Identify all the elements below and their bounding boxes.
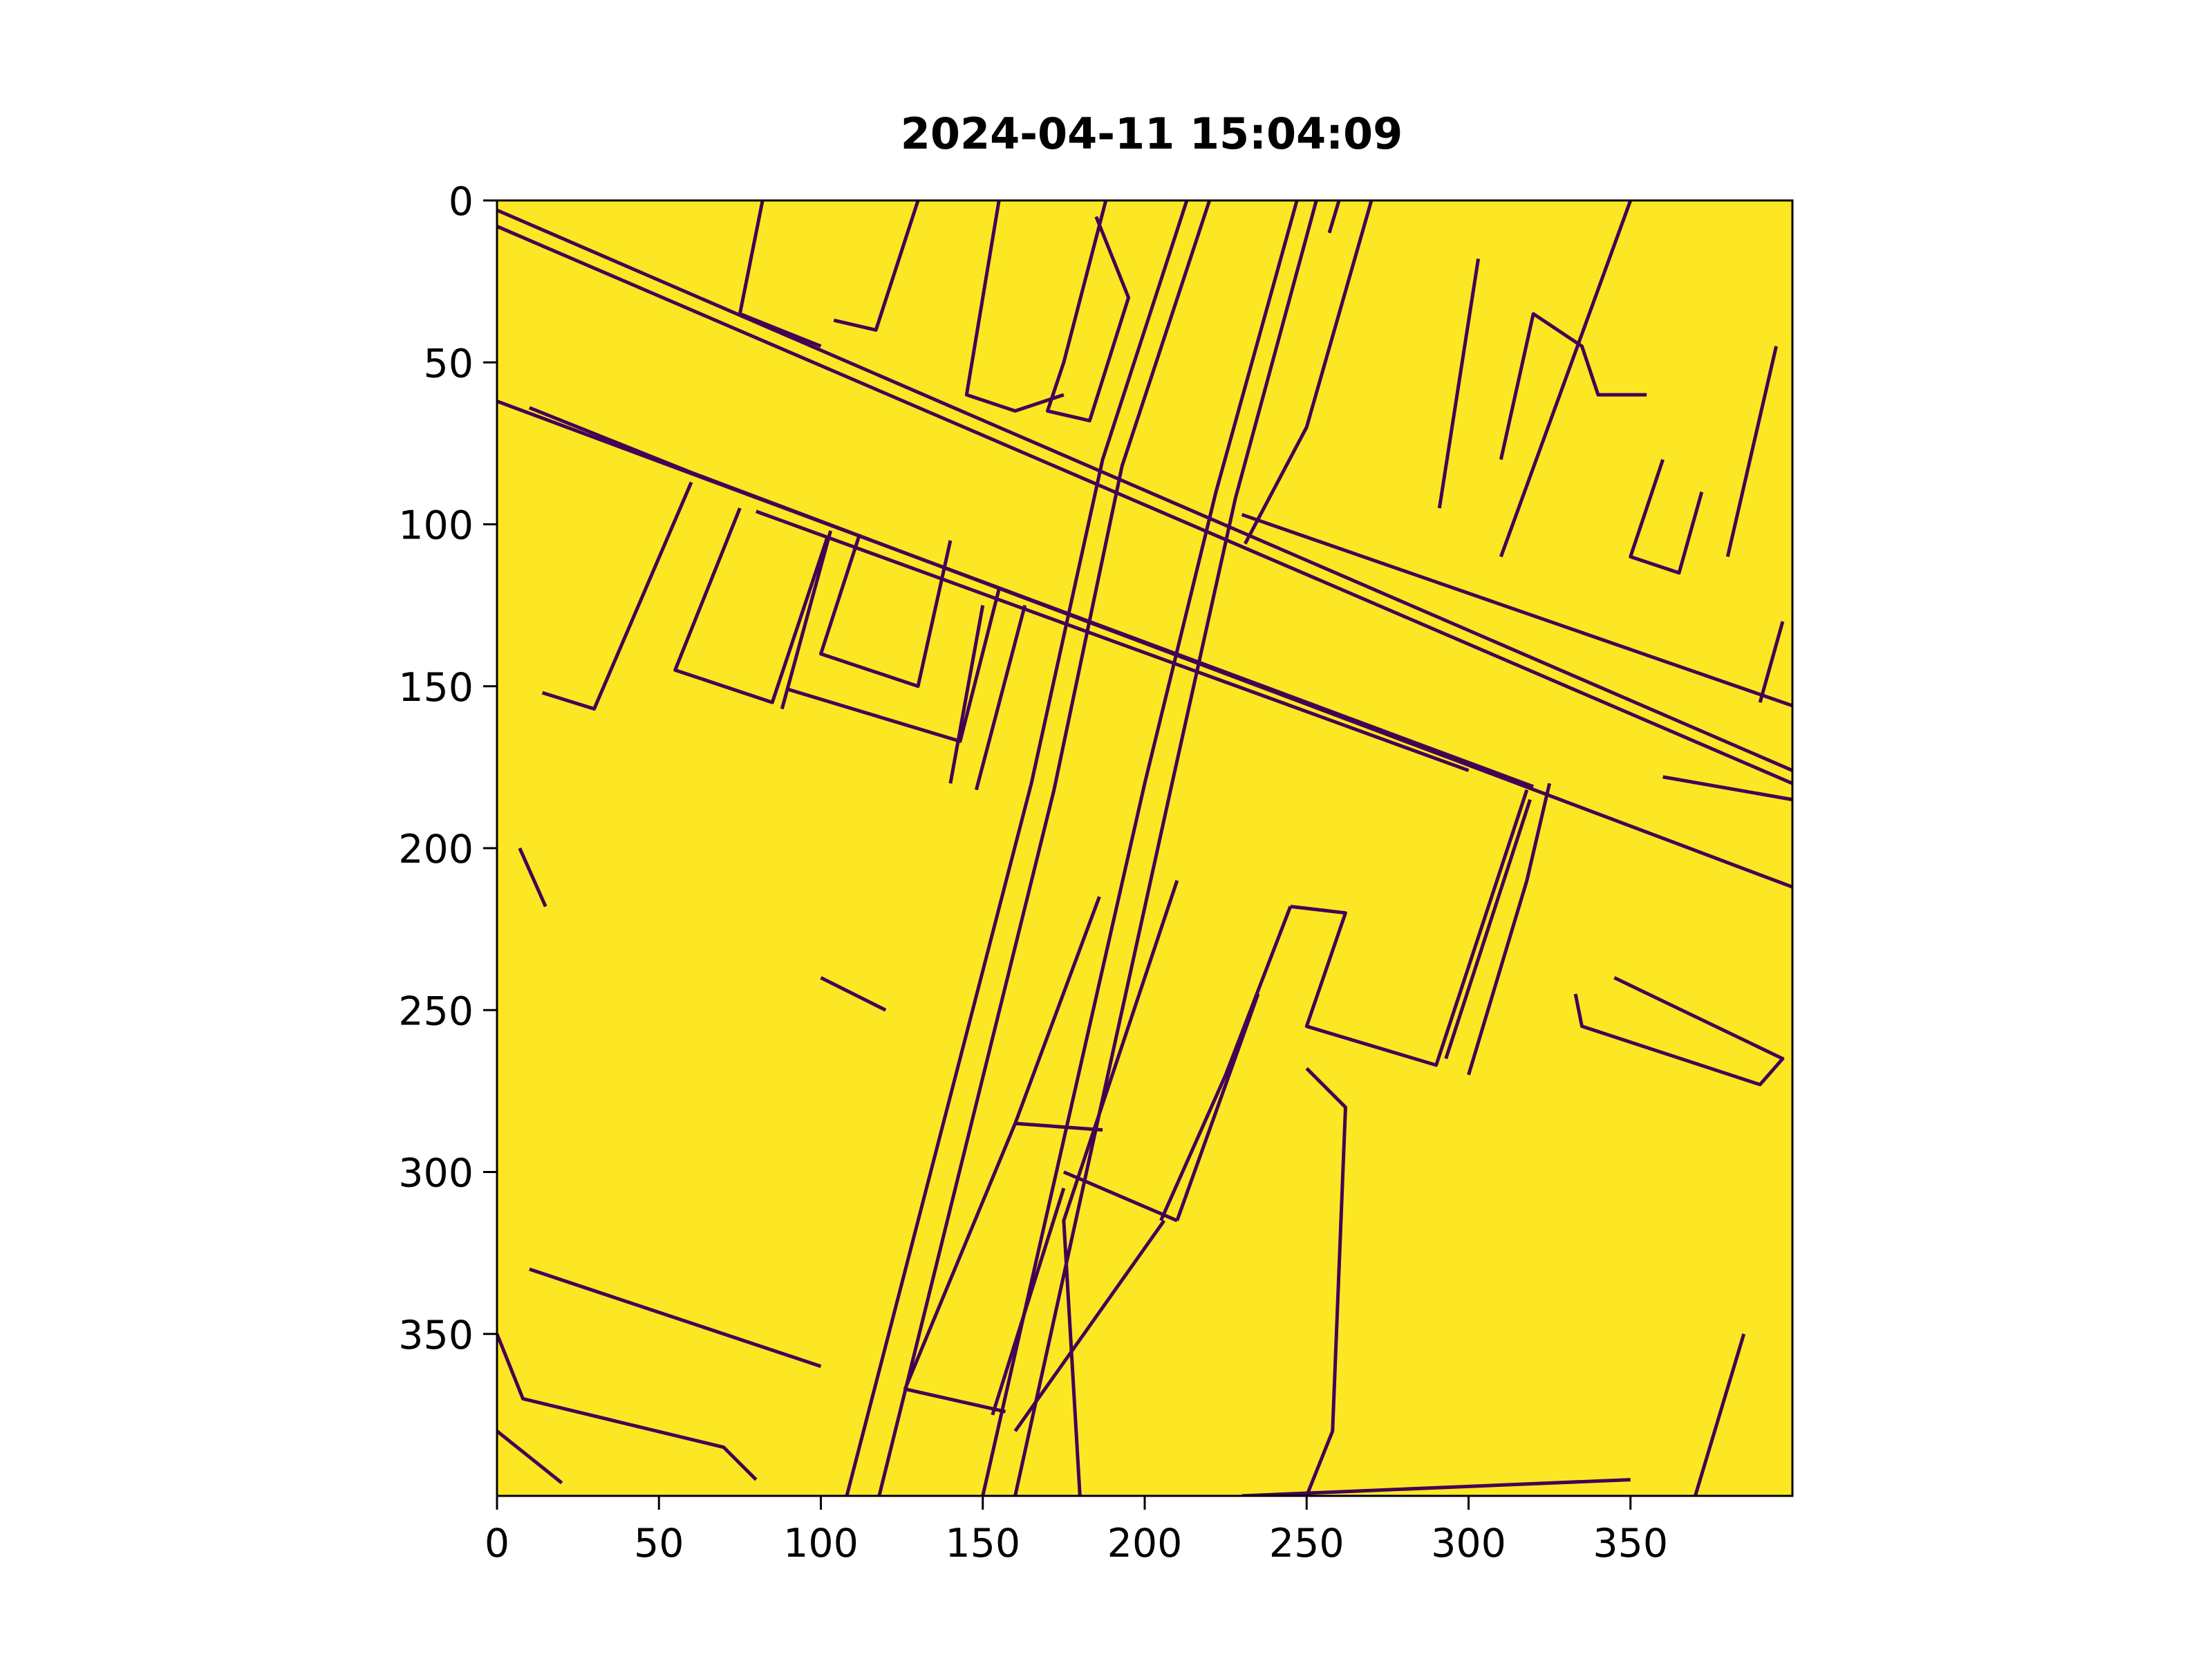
mask-edge-stroke bbox=[820, 976, 887, 1012]
mask-edge-stroke bbox=[1758, 621, 1785, 703]
x-tick-label: 350 bbox=[1593, 1521, 1668, 1566]
mask-edge-stroke bbox=[1499, 200, 1633, 558]
mask-edge-stroke bbox=[1327, 200, 1341, 234]
mask-edge-stroke bbox=[755, 509, 1470, 772]
chart-title: 2024-04-11 15:04:09 bbox=[901, 109, 1403, 159]
mask-edge-stroke bbox=[991, 1188, 1066, 1416]
y-tick-label: 250 bbox=[398, 988, 474, 1034]
y-axis: 0 50 100 150 200 250 300 350 bbox=[398, 179, 497, 1358]
mask-edge-stroke bbox=[497, 225, 1792, 785]
mask-edge-stroke bbox=[1304, 1067, 1347, 1496]
mask-edge-stroke bbox=[1290, 789, 1529, 1067]
mask-edge-stroke bbox=[1499, 312, 1647, 460]
x-tick-label: 150 bbox=[945, 1521, 1020, 1566]
mask-edge-stroke bbox=[948, 605, 985, 784]
mask-edge-stroke bbox=[845, 200, 1189, 1496]
mask-edge-stroke bbox=[964, 200, 1065, 413]
mask-edge-stroke bbox=[691, 471, 1792, 889]
mask-edge-stroke bbox=[1467, 782, 1552, 1076]
mask-edge-stroke bbox=[1062, 880, 1179, 1496]
mask-edge-stroke bbox=[1444, 798, 1532, 1060]
y-tick-label: 300 bbox=[398, 1151, 474, 1197]
mask-edge-stroke bbox=[1159, 906, 1293, 1221]
mask-edge-stroke bbox=[738, 200, 822, 348]
x-tick-label: 100 bbox=[783, 1521, 859, 1566]
mask-edge-stroke bbox=[1241, 513, 1792, 708]
mask-edge-stroke bbox=[780, 530, 832, 710]
mask-edge-stroke bbox=[529, 1267, 822, 1368]
y-tick-label: 50 bbox=[423, 341, 474, 386]
mask-edge-stroke bbox=[1694, 1333, 1746, 1496]
mask-edge-stroke bbox=[497, 1430, 563, 1485]
mask-edge-stroke bbox=[497, 1333, 758, 1481]
mask-edge-stroke bbox=[833, 200, 920, 332]
x-tick-label: 300 bbox=[1431, 1521, 1506, 1566]
mask-edge-stroke bbox=[1045, 200, 1131, 423]
mask-edge-stroke bbox=[981, 200, 1299, 1496]
x-tick-label: 0 bbox=[485, 1521, 509, 1566]
mask-edge-stroke bbox=[787, 588, 1001, 743]
mask-edge-stroke bbox=[1241, 1478, 1631, 1496]
mask-edge-stroke bbox=[497, 208, 1792, 772]
y-tick-label: 200 bbox=[398, 827, 474, 872]
mask-edge-stroke bbox=[903, 1121, 1103, 1414]
mask-edge-stroke bbox=[1573, 976, 1785, 1087]
edge-mask-strokes bbox=[497, 200, 1792, 1496]
mask-edge-stroke bbox=[1629, 459, 1704, 575]
mask-edge-stroke bbox=[974, 604, 1027, 791]
mask-edge-stroke bbox=[541, 481, 693, 711]
mask-edge-stroke bbox=[1662, 775, 1792, 802]
y-tick-label: 350 bbox=[398, 1313, 474, 1358]
mask-edge-stroke bbox=[819, 533, 953, 688]
mask-edge-stroke bbox=[1013, 1219, 1166, 1432]
y-tick-label: 0 bbox=[449, 179, 474, 225]
mask-edge-stroke bbox=[877, 200, 1212, 1496]
mask-edge-stroke bbox=[518, 847, 547, 908]
y-tick-label: 150 bbox=[398, 665, 474, 711]
x-tick-label: 200 bbox=[1107, 1521, 1183, 1566]
mask-edge-stroke bbox=[1013, 896, 1101, 1125]
mask-edge-stroke bbox=[528, 406, 693, 474]
x-axis: 0 50 100 150 200 250 300 350 bbox=[485, 1496, 1668, 1566]
heatmap-image bbox=[497, 200, 1792, 1496]
mask-edge-stroke bbox=[1013, 200, 1318, 1496]
mask-edge-stroke bbox=[1244, 200, 1374, 545]
mask-edge-stroke bbox=[1175, 993, 1260, 1221]
y-tick-label: 100 bbox=[398, 503, 474, 549]
mask-edge-stroke bbox=[1725, 346, 1779, 557]
x-tick-label: 250 bbox=[1269, 1521, 1344, 1566]
mask-edge-stroke bbox=[1062, 1170, 1178, 1223]
mask-edge-stroke bbox=[1437, 258, 1481, 509]
x-tick-label: 50 bbox=[634, 1521, 684, 1566]
mask-edge-stroke bbox=[673, 507, 830, 704]
